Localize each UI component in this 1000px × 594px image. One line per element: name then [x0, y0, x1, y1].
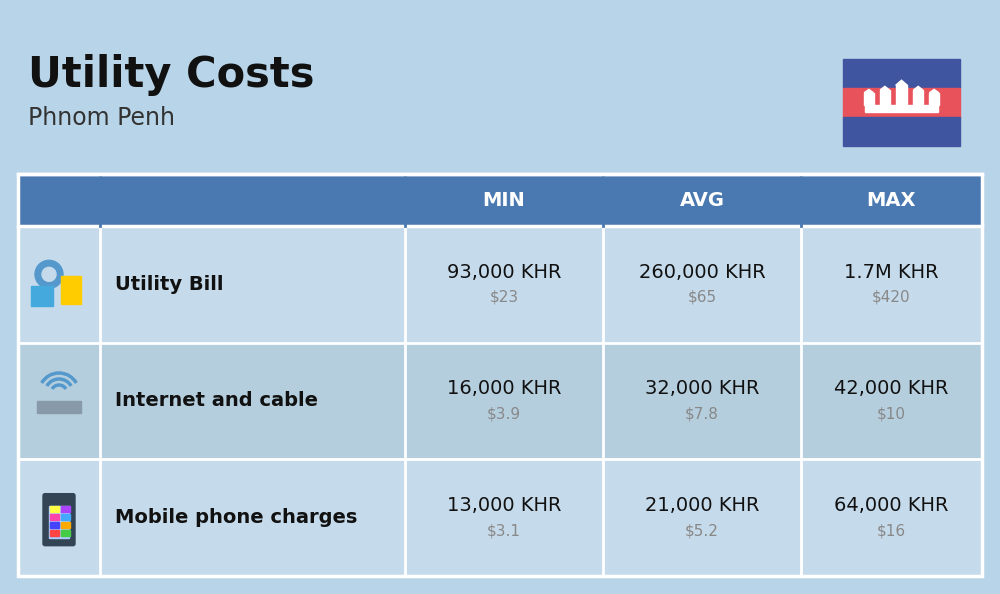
Bar: [18, 459, 982, 576]
Text: MIN: MIN: [483, 191, 525, 210]
Bar: [50, 505, 59, 511]
Circle shape: [35, 260, 63, 288]
Text: 42,000 KHR: 42,000 KHR: [834, 380, 949, 399]
Polygon shape: [913, 86, 923, 90]
Text: $3.9: $3.9: [487, 406, 521, 422]
Bar: [843, 59, 960, 88]
Text: 1.7M KHR: 1.7M KHR: [844, 263, 939, 282]
Text: $420: $420: [872, 290, 911, 305]
Text: 21,000 KHR: 21,000 KHR: [645, 496, 759, 515]
Text: 260,000 KHR: 260,000 KHR: [639, 263, 765, 282]
Bar: [37, 401, 81, 413]
Bar: [50, 530, 59, 536]
Text: 16,000 KHR: 16,000 KHR: [447, 380, 561, 399]
Polygon shape: [896, 80, 907, 86]
Text: $65: $65: [687, 290, 717, 305]
Text: Utility Costs: Utility Costs: [28, 54, 314, 96]
Bar: [50, 514, 59, 520]
Bar: [864, 93, 874, 105]
Text: Mobile phone charges: Mobile phone charges: [115, 508, 357, 527]
Bar: [18, 226, 982, 343]
Text: $16: $16: [877, 523, 906, 538]
Bar: [50, 522, 59, 527]
Bar: [61, 276, 81, 304]
Bar: [896, 86, 907, 105]
Bar: [880, 90, 890, 105]
Text: $23: $23: [489, 290, 519, 305]
Text: 64,000 KHR: 64,000 KHR: [834, 496, 949, 515]
Text: MAX: MAX: [867, 191, 916, 210]
Bar: [61, 505, 70, 511]
Bar: [61, 514, 70, 520]
Polygon shape: [929, 90, 939, 93]
Bar: [18, 174, 982, 576]
Bar: [18, 174, 982, 226]
Polygon shape: [864, 90, 874, 93]
Bar: [18, 343, 982, 459]
Text: $5.2: $5.2: [685, 523, 719, 538]
Text: $3.1: $3.1: [487, 523, 521, 538]
Bar: [929, 93, 939, 105]
Bar: [843, 88, 960, 117]
Text: 13,000 KHR: 13,000 KHR: [447, 496, 561, 515]
FancyBboxPatch shape: [43, 494, 75, 546]
Bar: [31, 286, 53, 307]
Bar: [61, 530, 70, 536]
Text: $7.8: $7.8: [685, 406, 719, 422]
Polygon shape: [880, 86, 890, 90]
Text: Utility Bill: Utility Bill: [115, 275, 224, 294]
Bar: [865, 105, 938, 112]
Text: Internet and cable: Internet and cable: [115, 391, 318, 410]
Text: 32,000 KHR: 32,000 KHR: [645, 380, 759, 399]
Bar: [843, 117, 960, 146]
Text: $10: $10: [877, 406, 906, 422]
Text: 93,000 KHR: 93,000 KHR: [447, 263, 561, 282]
Bar: [913, 90, 923, 105]
Bar: [61, 522, 70, 527]
Circle shape: [42, 267, 56, 282]
Text: AVG: AVG: [680, 191, 724, 210]
Bar: [49, 505, 69, 538]
Text: Phnom Penh: Phnom Penh: [28, 106, 175, 130]
